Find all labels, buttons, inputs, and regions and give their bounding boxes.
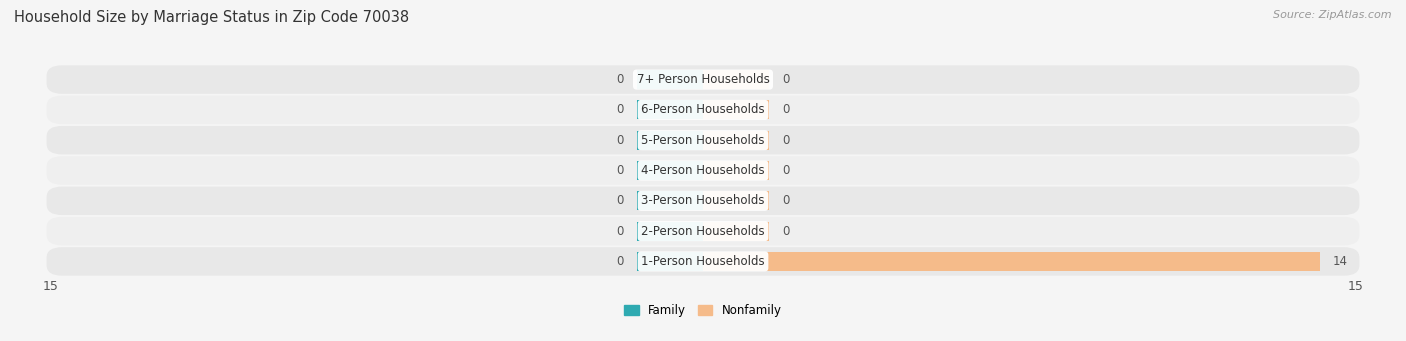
Bar [703, 70, 769, 89]
Bar [703, 222, 769, 240]
FancyBboxPatch shape [46, 247, 1360, 276]
Text: 0: 0 [616, 134, 624, 147]
Bar [637, 161, 703, 180]
Bar [703, 191, 769, 210]
FancyBboxPatch shape [46, 65, 1360, 94]
Bar [703, 252, 1320, 271]
FancyBboxPatch shape [46, 156, 1360, 185]
Text: Household Size by Marriage Status in Zip Code 70038: Household Size by Marriage Status in Zip… [14, 10, 409, 25]
Text: 4-Person Households: 4-Person Households [641, 164, 765, 177]
FancyBboxPatch shape [46, 126, 1360, 154]
Text: 0: 0 [782, 73, 790, 86]
Bar [637, 191, 703, 210]
Text: 0: 0 [782, 225, 790, 238]
Bar [703, 101, 769, 119]
Text: 0: 0 [782, 134, 790, 147]
Text: 1-Person Households: 1-Person Households [641, 255, 765, 268]
Bar [637, 222, 703, 240]
Text: 0: 0 [616, 255, 624, 268]
Text: 0: 0 [782, 103, 790, 116]
Text: 7+ Person Households: 7+ Person Households [637, 73, 769, 86]
Text: 0: 0 [616, 194, 624, 207]
Bar [637, 131, 703, 150]
Text: 0: 0 [616, 164, 624, 177]
Bar [637, 70, 703, 89]
FancyBboxPatch shape [46, 187, 1360, 215]
Text: 0: 0 [782, 164, 790, 177]
Text: 3-Person Households: 3-Person Households [641, 194, 765, 207]
Bar [637, 101, 703, 119]
Text: Source: ZipAtlas.com: Source: ZipAtlas.com [1274, 10, 1392, 20]
Text: 6-Person Households: 6-Person Households [641, 103, 765, 116]
Text: 0: 0 [616, 73, 624, 86]
Text: 2-Person Households: 2-Person Households [641, 225, 765, 238]
FancyBboxPatch shape [46, 95, 1360, 124]
Text: 15: 15 [42, 280, 58, 293]
Text: 14: 14 [1333, 255, 1348, 268]
Text: 5-Person Households: 5-Person Households [641, 134, 765, 147]
Text: 0: 0 [782, 194, 790, 207]
Bar [637, 252, 703, 271]
Bar [703, 161, 769, 180]
Text: 15: 15 [1348, 280, 1364, 293]
Bar [703, 131, 769, 150]
Text: 0: 0 [616, 103, 624, 116]
Text: 0: 0 [616, 225, 624, 238]
FancyBboxPatch shape [46, 217, 1360, 246]
Legend: Family, Nonfamily: Family, Nonfamily [620, 299, 786, 322]
